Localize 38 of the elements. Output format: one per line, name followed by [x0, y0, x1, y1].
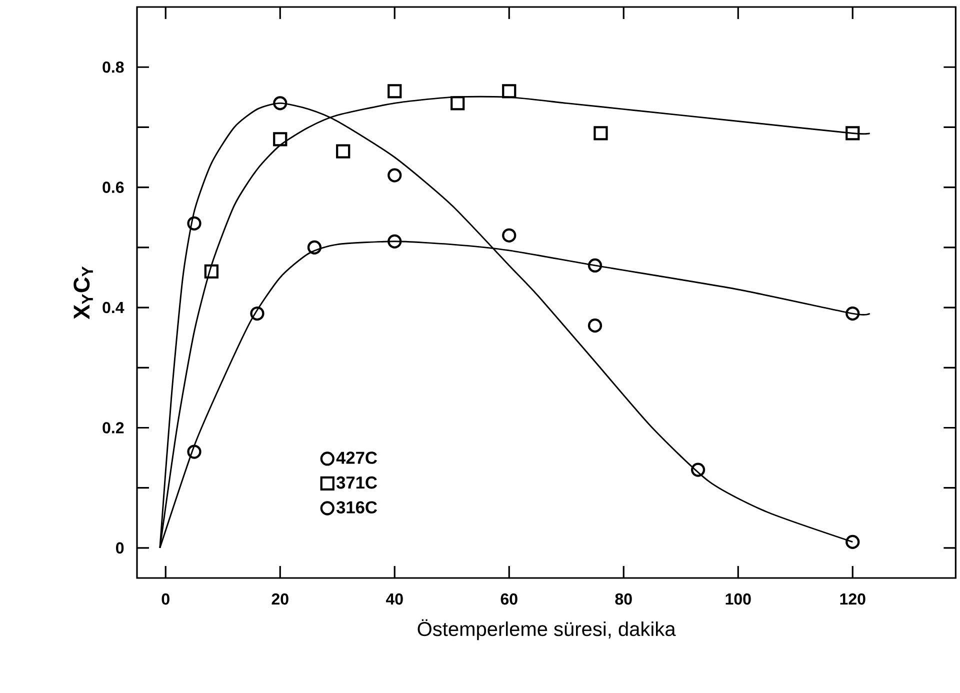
- point: [588, 318, 602, 333]
- point: [388, 168, 402, 182]
- point: [187, 444, 202, 459]
- legend-label: 316C: [336, 501, 377, 514]
- point: [273, 132, 288, 146]
- y-tick-label: 0.8: [102, 61, 124, 73]
- y-tick-label: 0.4: [102, 302, 124, 314]
- point: [846, 306, 860, 321]
- point: [594, 126, 608, 140]
- x-tick-label: 40: [386, 593, 403, 605]
- point: [846, 126, 860, 140]
- point: [187, 216, 202, 230]
- point: [450, 96, 465, 110]
- point: [588, 258, 602, 273]
- point: [307, 240, 322, 254]
- legend-label: 371C: [336, 476, 377, 489]
- point: [336, 144, 350, 158]
- point: [502, 84, 516, 98]
- x-tick-label: 120: [840, 593, 866, 605]
- x-axis-title: Östemperleme süresi, dakika: [418, 619, 676, 640]
- x-tick-label: 60: [500, 593, 518, 605]
- point: [250, 306, 264, 321]
- point: [502, 228, 516, 242]
- y-tick-label: 0.6: [102, 182, 124, 193]
- point: [204, 264, 218, 279]
- point: [273, 96, 288, 110]
- x-tick-label: 100: [726, 593, 751, 605]
- point: [388, 84, 402, 98]
- point: [388, 234, 402, 248]
- y-tick-label: 0.2: [102, 422, 124, 434]
- point: [846, 534, 860, 550]
- x-tick-label: 80: [615, 593, 632, 605]
- legend-label: 427C: [336, 452, 377, 464]
- y-axis-title: X$_{Y}$C$_{Y}$: [74, 266, 93, 320]
- x-tick-label: 0: [162, 593, 170, 605]
- point: [690, 462, 706, 477]
- x-tick-label: 20: [272, 593, 288, 605]
- y-tick-label: 0: [116, 542, 124, 554]
